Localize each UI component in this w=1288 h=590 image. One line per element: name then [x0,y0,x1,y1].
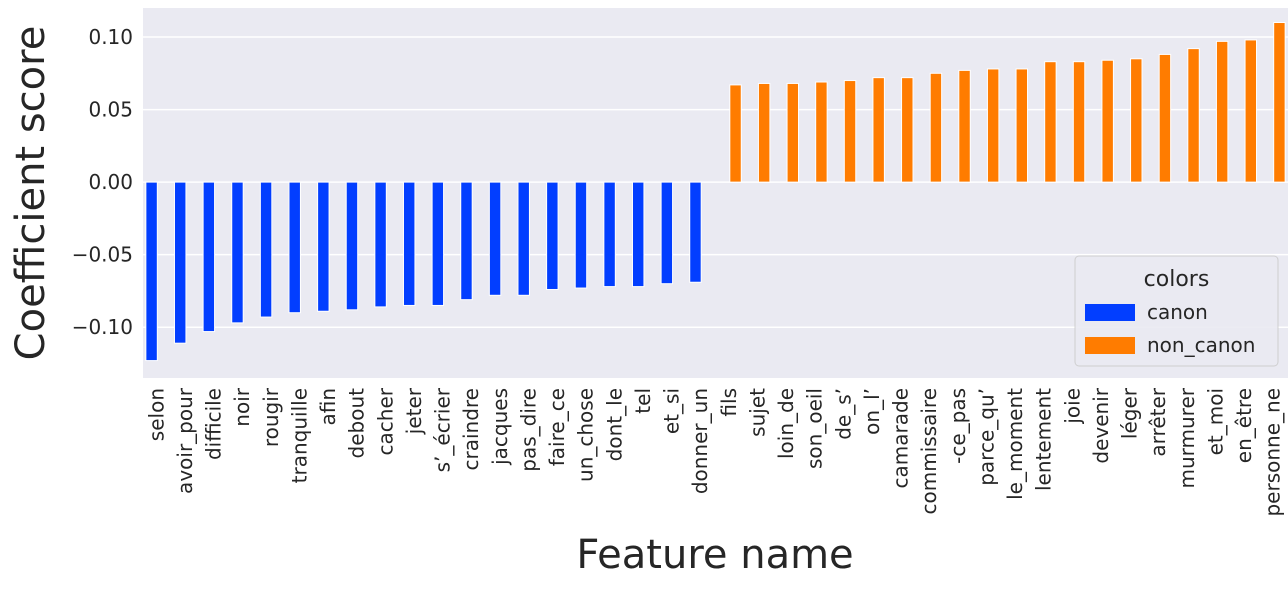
x-tick-label: dont_le [602,388,626,461]
bar [603,181,616,288]
x-tick-label: selon [144,388,168,441]
x-tick-label: afin [316,388,340,426]
x-tick-label: s’_écrier [431,387,455,472]
x-tick-label: personne_ne [1261,388,1285,517]
bar [345,181,359,311]
x-tick-label: et_moi [1203,388,1227,455]
x-tick-label: murmurer [1175,387,1199,488]
bar [1072,61,1086,183]
y-tick-label: 0.05 [88,98,133,122]
bar [631,181,645,288]
bar [402,181,416,306]
x-tick-label: lentement [1032,388,1056,491]
bar [431,181,445,306]
x-tick-label: devenir [1089,387,1113,463]
bar [517,181,530,296]
bar [145,181,158,362]
x-tick-label: jacques [488,388,512,466]
x-tick-label: léger [1118,387,1142,439]
legend-swatch [1085,337,1135,354]
y-tick-label: 0.10 [88,25,133,49]
bar [317,181,330,312]
x-tick-label: arrêter [1146,387,1170,456]
bar [786,82,800,183]
legend-label: canon [1147,300,1208,324]
bar [1015,68,1029,183]
x-tick-label: donner_un [688,388,712,494]
x-tick-label: un_chose [574,388,598,482]
bar [986,68,1000,183]
x-tick-label: fils [717,388,741,417]
legend-swatch [1085,304,1135,321]
bar [202,181,216,333]
x-tick-label: son_oeil [803,388,827,469]
x-tick-label: rougir [259,387,283,447]
x-tick-label: -ce_pas [946,388,970,464]
bar [1187,48,1200,183]
x-tick-label: cacher [373,387,397,455]
x-tick-label: commissaire [917,388,941,515]
bar [958,69,971,183]
x-tick-label: tel [631,388,655,414]
x-tick-label: en_être [1232,388,1256,463]
bar [288,181,301,314]
bar [660,181,674,285]
bar [757,82,771,183]
bar [488,181,502,296]
bar [231,181,244,324]
bar [460,181,473,301]
x-tick-label: pas_dire [516,388,540,472]
x-tick-label: de_s’ [831,388,855,440]
y-tick-label: −0.05 [72,243,133,267]
bar [1044,61,1057,183]
x-tick-label: tranquille [287,388,311,483]
x-tick-label: le_moment [1003,388,1027,500]
bar [815,81,828,183]
bar [901,77,914,183]
x-tick-label: avoir_pour [173,387,197,494]
legend-label: non_canon [1147,333,1255,357]
x-tick-label: sujet [745,388,769,437]
x-tick-label: et_si [660,388,684,434]
x-tick-label: camarade [889,388,913,488]
x-axis-label: Feature name [576,532,853,578]
x-tick-label: faire_ce [545,388,569,466]
bar [259,181,273,318]
x-tick-label: joie [1060,388,1084,425]
bar [843,80,857,183]
bar [729,84,742,183]
bar [1273,22,1286,183]
y-axis-label: Coefficient score [8,26,54,361]
x-tick-label: on_l’ [860,388,884,435]
bar [1130,58,1143,183]
x-tick-label: craindre [459,388,483,471]
bar [1158,53,1172,183]
bar [1101,59,1114,183]
x-tick-label: loin_de [774,388,798,459]
x-tick-label: difficile [202,388,226,460]
x-tick-label: parce_qu’ [974,388,998,486]
x-tick-label: jeter [402,387,426,435]
bar [173,181,187,344]
bar [574,181,588,289]
bar [1215,40,1229,183]
bar [546,181,559,290]
x-tick-label: noir [230,387,254,426]
y-tick-label: −0.10 [72,315,133,339]
bar [374,181,387,308]
bar [872,77,885,183]
legend-title: colors [1144,267,1210,292]
y-tick-label: 0.00 [88,170,133,194]
bar [1244,39,1258,183]
x-tick-label: debout [345,388,369,459]
bar [929,72,943,183]
bar [689,181,702,283]
